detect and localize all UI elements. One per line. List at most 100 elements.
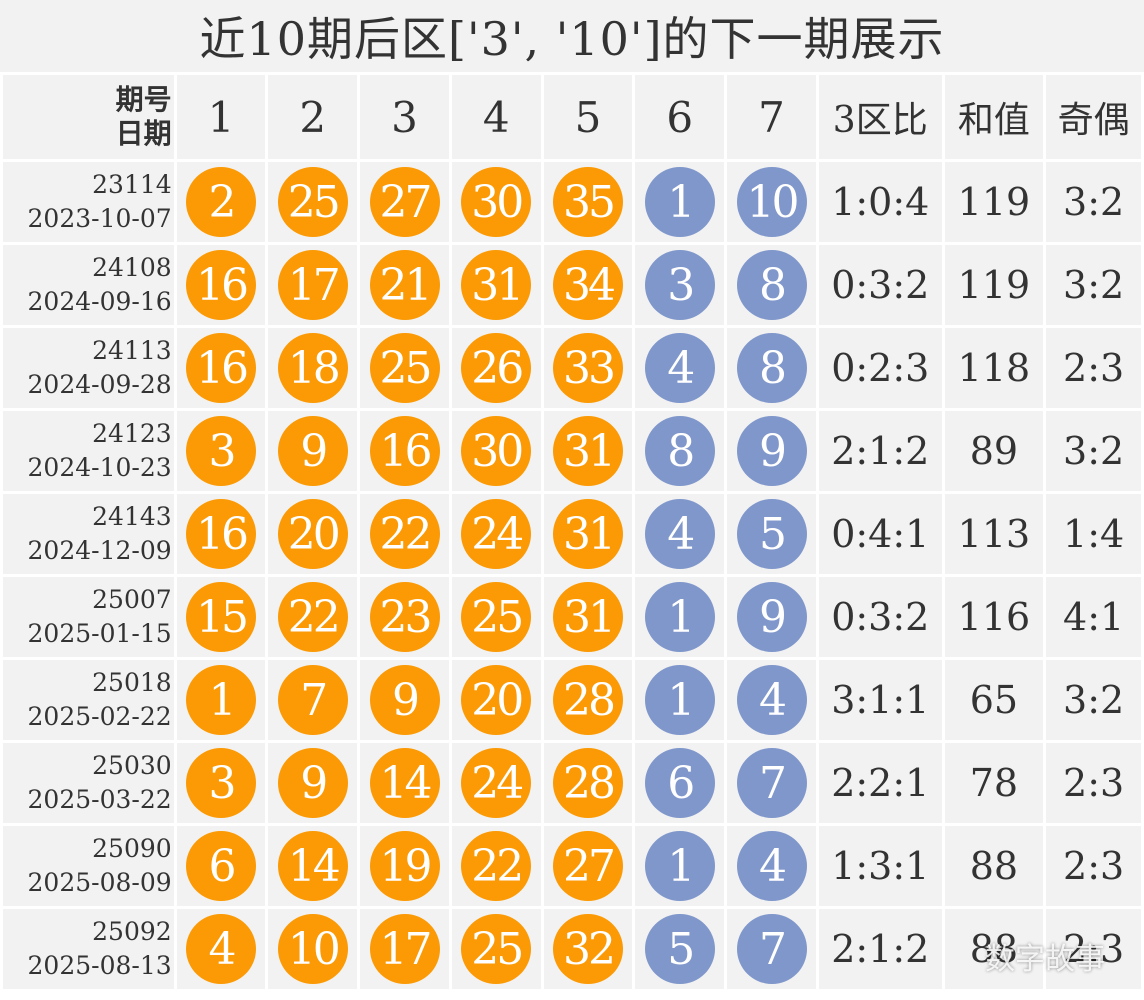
front-ball: 27	[553, 831, 624, 901]
front-ball-cell: 16	[176, 245, 266, 325]
header-date-label: 日期	[115, 117, 172, 150]
back-ball-cell: 1	[635, 577, 725, 657]
front-ball: 20	[461, 665, 532, 735]
sum-cell: 119	[944, 245, 1044, 325]
issue-cell: 25092 2025-08-13	[3, 909, 174, 989]
draw-date: 2025-01-15	[27, 619, 172, 648]
odd-even-cell: 2:3	[1046, 743, 1141, 823]
zone-ratio-cell: 2:2:1	[818, 743, 942, 823]
odd-even-cell: 3:2	[1046, 162, 1141, 242]
front-ball-cell: 14	[360, 743, 449, 823]
issue-cell: 25007 2025-01-15	[3, 577, 174, 657]
header-col-6: 6	[635, 75, 725, 159]
table-row: 24143 2024-12-09 16 20 22 24 31 4 5 0:4:1 113 1:4	[3, 494, 1141, 574]
back-ball: 4	[736, 831, 807, 901]
issue-cell: 24113 2024-09-28	[3, 328, 174, 408]
draw-date: 2023-10-07	[27, 204, 172, 233]
header-corner: 期号 日期	[3, 75, 174, 159]
front-ball-cell: 18	[268, 328, 358, 408]
front-ball-cell: 27	[543, 826, 633, 906]
back-ball: 1	[644, 582, 715, 652]
page-title: 近10期后区['3', '10']的下一期展示	[0, 0, 1144, 72]
back-ball: 7	[736, 914, 807, 984]
issue-number: 24123	[92, 419, 172, 448]
back-ball-cell: 7	[727, 743, 816, 823]
front-ball-cell: 34	[543, 245, 633, 325]
front-ball-cell: 20	[268, 494, 358, 574]
front-ball: 18	[277, 333, 348, 403]
back-ball-cell: 10	[727, 162, 816, 242]
front-ball-cell: 14	[268, 826, 358, 906]
odd-even-cell: 3:2	[1046, 245, 1141, 325]
front-ball-cell: 16	[360, 411, 449, 491]
front-ball: 25	[277, 167, 348, 237]
issue-cell: 24123 2024-10-23	[3, 411, 174, 491]
front-ball-cell: 9	[360, 660, 449, 740]
odd-even-cell: 3:2	[1046, 411, 1141, 491]
table-row: 24123 2024-10-23 3 9 16 30 31 8 9 2:1:2 89 3:2	[3, 411, 1141, 491]
front-ball-cell: 31	[543, 494, 633, 574]
front-ball-cell: 32	[543, 909, 633, 989]
table-row: 23114 2023-10-07 2 25 27 30 35 1 10 1:0:4 119 3:2	[3, 162, 1141, 242]
front-ball: 2	[186, 167, 257, 237]
issue-cell: 25030 2025-03-22	[3, 743, 174, 823]
sum-cell: 65	[944, 660, 1044, 740]
back-ball-cell: 8	[635, 411, 725, 491]
front-ball-cell: 16	[176, 328, 266, 408]
front-ball-cell: 24	[451, 743, 541, 823]
issue-number: 25092	[92, 917, 172, 946]
odd-even-cell: 2:3	[1046, 826, 1141, 906]
front-ball-cell: 22	[268, 577, 358, 657]
zone-ratio-cell: 1:3:1	[818, 826, 942, 906]
front-ball-cell: 4	[176, 909, 266, 989]
back-ball-cell: 8	[727, 245, 816, 325]
table-row: 25090 2025-08-09 6 14 19 22 27 1 4 1:3:1 88 2:3	[3, 826, 1141, 906]
issue-number: 25090	[92, 834, 172, 863]
zone-ratio-cell: 3:1:1	[818, 660, 942, 740]
issue-cell: 25090 2025-08-09	[3, 826, 174, 906]
front-ball-cell: 1	[176, 660, 266, 740]
front-ball: 31	[553, 499, 624, 569]
back-ball: 3	[644, 250, 715, 320]
front-ball-cell: 31	[543, 577, 633, 657]
sum-cell: 118	[944, 328, 1044, 408]
table-row: 24113 2024-09-28 16 18 25 26 33 4 8 0:2:3 118 2:3	[3, 328, 1141, 408]
header-col-3: 3	[360, 75, 449, 159]
back-ball: 4	[644, 333, 715, 403]
issue-cell: 24143 2024-12-09	[3, 494, 174, 574]
front-ball-cell: 6	[176, 826, 266, 906]
back-ball-cell: 5	[727, 494, 816, 574]
back-ball: 7	[736, 748, 807, 818]
issue-number: 23114	[92, 170, 172, 199]
front-ball: 32	[553, 914, 624, 984]
front-ball-cell: 30	[451, 411, 541, 491]
front-ball-cell: 31	[543, 411, 633, 491]
draw-date: 2024-12-09	[27, 536, 172, 565]
front-ball: 28	[553, 665, 624, 735]
front-ball: 20	[277, 499, 348, 569]
header-issue-label: 期号	[115, 83, 172, 116]
front-ball: 9	[277, 748, 348, 818]
table-row: 24108 2024-09-16 16 17 21 31 34 3 8 0:3:2 119 3:2	[3, 245, 1141, 325]
back-ball-cell: 4	[635, 494, 725, 574]
front-ball-cell: 9	[268, 411, 358, 491]
front-ball: 9	[277, 416, 348, 486]
front-ball: 14	[369, 748, 440, 818]
back-ball: 8	[736, 333, 807, 403]
table-row: 25018 2025-02-22 1 7 9 20 28 1 4 3:1:1 65 3:2	[3, 660, 1141, 740]
front-ball-cell: 16	[176, 494, 266, 574]
front-ball-cell: 28	[543, 660, 633, 740]
draw-date: 2024-09-28	[27, 370, 172, 399]
issue-cell: 24108 2024-09-16	[3, 245, 174, 325]
lottery-table: 期号 日期 1 2 3 4 5 6 7 3区比 和值 奇偶 23114 2023-…	[0, 72, 1144, 992]
table-row: 25007 2025-01-15 15 22 23 25 31 1 9 0:3:2 116 4:1	[3, 577, 1141, 657]
table-header-row: 期号 日期 1 2 3 4 5 6 7 3区比 和值 奇偶	[3, 75, 1141, 159]
front-ball-cell: 17	[360, 909, 449, 989]
front-ball: 14	[277, 831, 348, 901]
back-ball: 1	[644, 831, 715, 901]
front-ball-cell: 30	[451, 162, 541, 242]
front-ball: 9	[369, 665, 440, 735]
front-ball-cell: 28	[543, 743, 633, 823]
back-ball-cell: 9	[727, 411, 816, 491]
